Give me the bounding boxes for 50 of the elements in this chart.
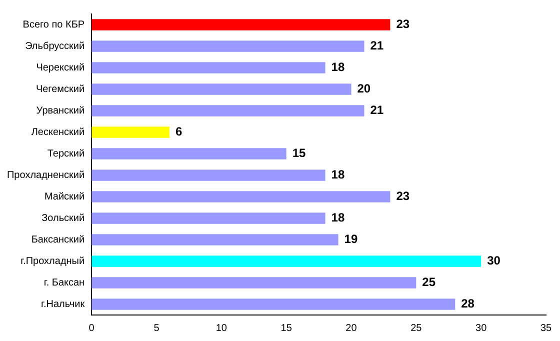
y-tick-label: г. Баксан [44,278,85,288]
data-label: 18 [331,168,345,182]
data-label: 23 [396,189,410,204]
y-tick-label: Черекский [36,62,85,74]
bar [92,126,170,138]
y-tick-label: Эльбрусский [25,41,85,52]
bar [92,19,390,30]
data-label: 28 [461,296,475,311]
bar [92,277,416,288]
data-label: 6 [175,124,182,139]
data-label: 19 [344,232,358,246]
y-tick-label: Всего по КБР [22,20,85,30]
bar [92,105,364,116]
y-tick-label: г.Прохладный [20,256,85,267]
bar [92,234,338,246]
bar [92,212,326,224]
data-label: 30 [487,254,501,268]
x-tick-label: 10 [216,322,228,334]
y-tick-label: Терский [47,148,85,160]
y-tick-label: Урванский [36,106,85,116]
bar [92,170,326,181]
x-tick-label: 5 [154,322,160,334]
data-label: 21 [370,38,384,53]
data-label: 15 [292,146,306,160]
y-tick-label: Зольский [42,213,85,224]
bar [92,191,390,202]
y-tick-label: Лескенский [31,127,85,138]
bar [92,256,482,267]
x-tick-label: 35 [540,322,552,334]
data-label: 18 [331,210,345,225]
data-label: 21 [370,103,384,118]
bar [92,62,326,74]
data-label: 23 [396,17,410,32]
bar [92,148,286,160]
x-tick-label: 30 [476,322,488,334]
data-label: 25 [422,275,436,290]
y-tick-label: Чегемский [36,84,85,95]
data-label: 20 [357,82,371,96]
x-tick-label: 25 [410,322,422,334]
x-tick-label: 15 [280,322,292,334]
y-tick-label: Майский [44,192,85,202]
y-tick-label: Баксанский [31,234,85,246]
y-tick-label: г.Нальчик [41,299,86,310]
bar [92,40,364,52]
data-label: 18 [331,60,345,74]
bar [92,84,352,95]
bar [92,298,456,310]
y-tick-label: Прохладненский [6,170,85,181]
x-tick-label: 20 [346,322,358,334]
x-tick-label: 0 [88,322,95,334]
